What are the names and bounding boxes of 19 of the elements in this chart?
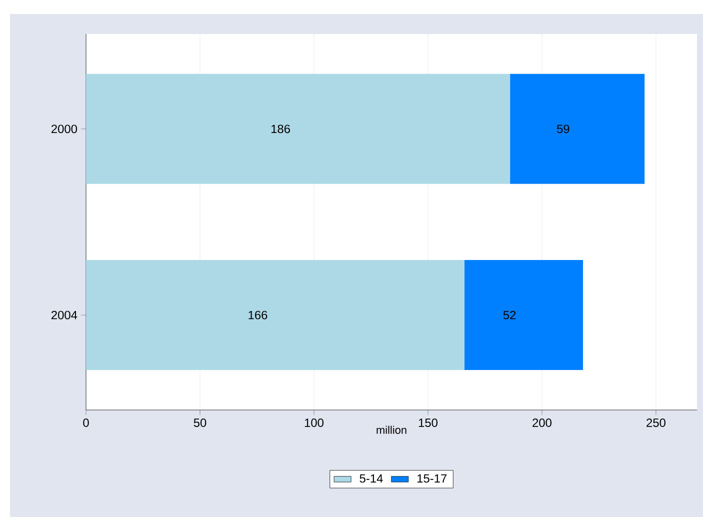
bar (86, 74, 510, 184)
x-tick-label: 100 (304, 418, 324, 427)
y-tick-label: 2004 (51, 310, 78, 320)
bar (86, 260, 464, 370)
data-label: 166 (248, 310, 268, 320)
x-axis-title: million (376, 426, 406, 434)
bar (510, 74, 645, 184)
data-label: 59 (556, 124, 570, 134)
legend-label: 5-14 (360, 474, 383, 483)
bar (464, 260, 584, 370)
legend-label: 15-17 (417, 474, 447, 483)
x-tick-label: 200 (532, 418, 552, 427)
data-label: 52 (503, 310, 516, 320)
data-label: 186 (271, 124, 290, 134)
x-tick-label: 250 (646, 418, 666, 427)
x-tick-label: 150 (418, 418, 438, 427)
y-tick-label: 2000 (51, 124, 78, 134)
x-tick-label: 0 (83, 418, 89, 427)
x-tick-label: 50 (194, 418, 206, 427)
